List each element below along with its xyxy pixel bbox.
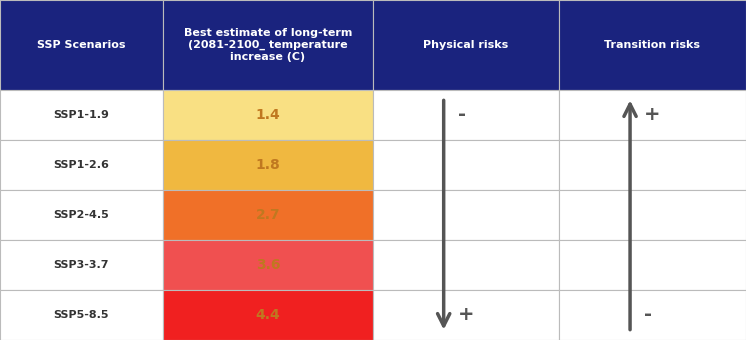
Bar xyxy=(373,290,559,340)
Text: 2.7: 2.7 xyxy=(256,208,280,222)
Bar xyxy=(373,190,559,240)
Bar xyxy=(373,240,559,290)
Text: 1.8: 1.8 xyxy=(256,158,280,172)
Text: Transition risks: Transition risks xyxy=(604,40,700,50)
Bar xyxy=(163,190,373,240)
Bar xyxy=(0,90,163,140)
Bar xyxy=(559,90,746,140)
Bar xyxy=(0,0,163,90)
Text: SSP2-4.5: SSP2-4.5 xyxy=(54,210,110,220)
Bar xyxy=(373,140,559,190)
Text: Best estimate of long-term
(2081-2100_ temperature
increase (C): Best estimate of long-term (2081-2100_ t… xyxy=(184,28,352,62)
Bar xyxy=(163,90,373,140)
Bar xyxy=(559,0,746,90)
Bar xyxy=(559,290,746,340)
Bar xyxy=(559,190,746,240)
Text: +: + xyxy=(458,306,474,324)
Bar xyxy=(163,240,373,290)
Text: 1.4: 1.4 xyxy=(256,108,280,122)
Text: 4.4: 4.4 xyxy=(256,308,280,322)
Text: Physical risks: Physical risks xyxy=(424,40,509,50)
Bar xyxy=(0,190,163,240)
Bar xyxy=(0,140,163,190)
Bar xyxy=(0,290,163,340)
Text: +: + xyxy=(644,105,660,124)
Bar xyxy=(163,290,373,340)
Text: SSP5-8.5: SSP5-8.5 xyxy=(54,310,109,320)
Bar xyxy=(373,90,559,140)
Text: -: - xyxy=(644,306,652,324)
Text: SSP1-2.6: SSP1-2.6 xyxy=(54,160,110,170)
Text: SSP3-3.7: SSP3-3.7 xyxy=(54,260,109,270)
Bar xyxy=(373,0,559,90)
Bar xyxy=(163,140,373,190)
Bar xyxy=(559,140,746,190)
Bar xyxy=(0,240,163,290)
Text: SSP Scenarios: SSP Scenarios xyxy=(37,40,126,50)
Bar xyxy=(559,240,746,290)
Text: -: - xyxy=(458,105,466,124)
Text: 3.6: 3.6 xyxy=(256,258,280,272)
Bar xyxy=(163,0,373,90)
Text: SSP1-1.9: SSP1-1.9 xyxy=(54,110,110,120)
